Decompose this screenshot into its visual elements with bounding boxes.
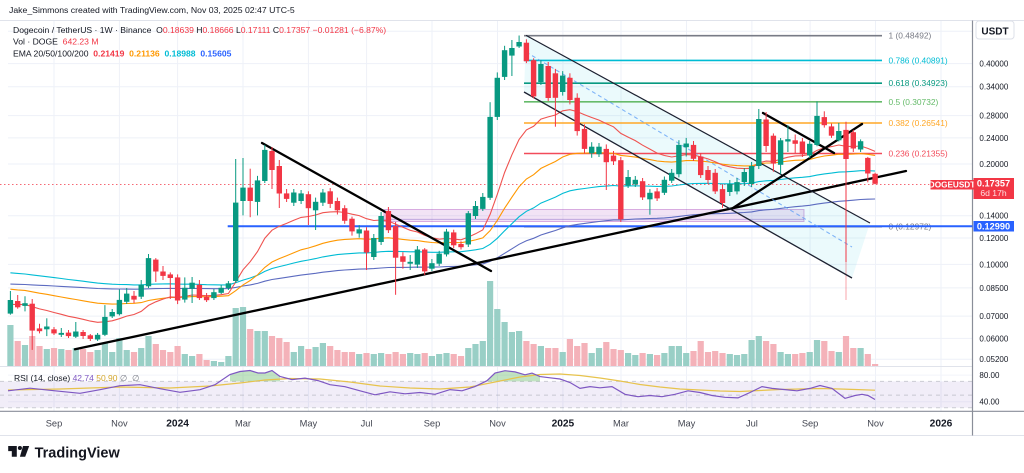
svg-text:0.34000: 0.34000 [979, 83, 1008, 92]
svg-text:2025: 2025 [552, 419, 575, 430]
svg-text:0.236 (0.21355): 0.236 (0.21355) [889, 149, 948, 159]
svg-text:0.07000: 0.07000 [979, 312, 1008, 321]
svg-text:0.10000: 0.10000 [979, 260, 1008, 269]
svg-text:Dogecoin / TetherUS · 1W · Bin: Dogecoin / TetherUS · 1W · Binance O0.18… [13, 25, 386, 35]
svg-text:0.14000: 0.14000 [979, 212, 1008, 221]
svg-text:DOGEUSDT: DOGEUSDT [929, 181, 975, 190]
svg-text:0.24000: 0.24000 [979, 134, 1008, 143]
svg-text:Vol · DOGE 642.23 M: Vol · DOGE 642.23 M [13, 37, 99, 47]
svg-text:Nov: Nov [867, 419, 884, 429]
svg-text:May: May [300, 419, 318, 429]
svg-text:0.17357: 0.17357 [977, 179, 1010, 189]
svg-text:0.08500: 0.08500 [979, 284, 1008, 293]
svg-text:0.5 (0.30732): 0.5 (0.30732) [889, 97, 939, 107]
svg-text:TradingView: TradingView [35, 446, 121, 462]
svg-text:Sep: Sep [46, 419, 63, 429]
svg-text:Nov: Nov [489, 419, 506, 429]
svg-text:2024: 2024 [166, 419, 189, 430]
svg-text:0.786 (0.40891): 0.786 (0.40891) [889, 55, 948, 65]
svg-text:0.28000: 0.28000 [979, 112, 1008, 121]
svg-text:Mar: Mar [613, 419, 629, 429]
svg-text:Sep: Sep [424, 419, 441, 429]
svg-text:0.06000: 0.06000 [979, 334, 1008, 343]
svg-text:Nov: Nov [111, 419, 128, 429]
svg-text:0.12000: 0.12000 [979, 234, 1008, 243]
svg-text:2026: 2026 [930, 419, 953, 430]
svg-text:Jake_Simmons created with Trad: Jake_Simmons created with TradingView.co… [9, 5, 295, 15]
svg-text:0.382 (0.26541): 0.382 (0.26541) [889, 118, 948, 128]
svg-text:Mar: Mar [235, 419, 251, 429]
svg-text:May: May [678, 419, 696, 429]
svg-text:0.40000: 0.40000 [979, 60, 1008, 69]
svg-text:EMA 20/50/100/200 0.21419 0.: EMA 20/50/100/200 0.21419 0.21136 0.1898… [13, 49, 232, 59]
svg-text:0.618 (0.34923): 0.618 (0.34923) [889, 78, 948, 88]
svg-text:USDT: USDT [981, 27, 1008, 38]
svg-text:0.20000: 0.20000 [979, 160, 1008, 169]
svg-text:Jul: Jul [361, 419, 373, 429]
svg-text:Jul: Jul [746, 419, 758, 429]
svg-text:Sep: Sep [802, 419, 819, 429]
svg-text:0.12990: 0.12990 [977, 222, 1010, 232]
svg-text:40.00: 40.00 [979, 398, 1000, 407]
svg-text:RSI (14, close) 42.74 50.90 ∅: RSI (14, close) 42.74 50.90 ∅ ∅ [14, 373, 140, 383]
svg-text:0.05200: 0.05200 [979, 355, 1008, 364]
svg-text:80.00: 80.00 [979, 371, 1000, 380]
svg-text:6d 17h: 6d 17h [980, 188, 1007, 198]
svg-text:1 (0.48492): 1 (0.48492) [889, 31, 932, 41]
